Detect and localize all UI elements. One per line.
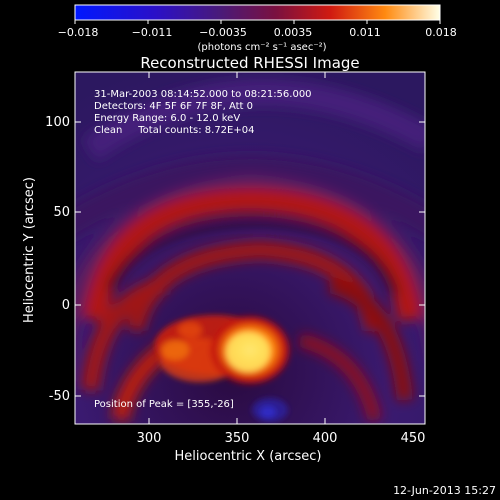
colorbar-tick-label: 0.0035 bbox=[274, 26, 313, 39]
x-tick-label: 350 bbox=[225, 431, 250, 446]
y-axis-label: Heliocentric Y (arcsec) bbox=[22, 177, 37, 323]
colorbar-tick-label: 0.018 bbox=[425, 26, 457, 39]
colorbar-tick-label: −0.0035 bbox=[199, 26, 247, 39]
annotation-clean-counts: Clean Total counts: 8.72E+04 bbox=[94, 125, 254, 136]
x-tick-label: 300 bbox=[137, 431, 162, 446]
colorbar-ticks bbox=[74, 20, 441, 24]
image-title: Reconstructed RHESSI Image bbox=[140, 54, 359, 72]
annotation-energy-range: Energy Range: 6.0 - 12.0 keV bbox=[94, 113, 240, 124]
x-tick-label: 450 bbox=[401, 431, 426, 446]
y-tick-label: 0 bbox=[62, 298, 70, 313]
y-tick-label: 50 bbox=[53, 205, 70, 220]
colorbar-tick-label: 0.011 bbox=[349, 26, 381, 39]
colorbar-tick-label: −0.018 bbox=[58, 26, 99, 39]
annotation-detectors: Detectors: 4F 5F 6F 7F 8F, Att 0 bbox=[94, 101, 253, 112]
y-tick-label: 100 bbox=[45, 115, 70, 130]
peak-position-label: Position of Peak = [355,-26] bbox=[94, 399, 234, 410]
colorbar bbox=[74, 4, 441, 21]
footer-timestamp: 12-Jun-2013 15:27 bbox=[393, 484, 496, 497]
solar-image bbox=[75, 72, 425, 424]
colorbar-tick-label: −0.011 bbox=[132, 26, 173, 39]
plot-frame bbox=[74, 71, 426, 425]
x-axis-ticks bbox=[148, 72, 326, 424]
colorbar-unit-label: (photons cm⁻² s⁻¹ asec⁻²) bbox=[197, 42, 326, 53]
x-axis-label: Heliocentric X (arcsec) bbox=[175, 449, 322, 464]
x-tick-label: 400 bbox=[313, 431, 338, 446]
y-tick-label: -50 bbox=[49, 389, 70, 404]
annotation-time-range: 31-Mar-2003 08:14:52.000 to 08:21:56.000 bbox=[94, 89, 312, 100]
y-axis-ticks bbox=[75, 121, 425, 397]
